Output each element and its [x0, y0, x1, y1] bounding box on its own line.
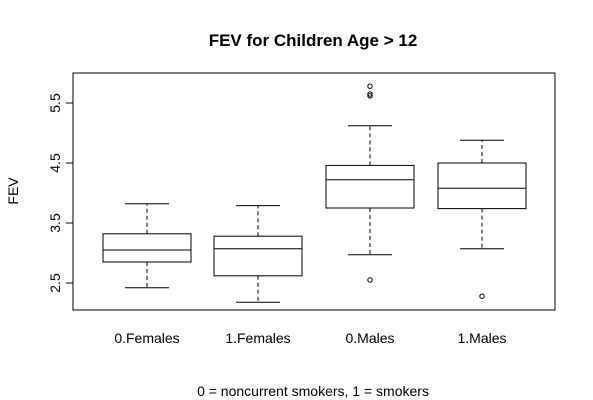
- box-group: [437, 139, 527, 299]
- x-tick-label: 0.Males: [345, 330, 394, 346]
- y-axis: 2.5 3.5 4.5 5.5: [47, 93, 74, 293]
- box-group: [102, 203, 192, 289]
- y-axis-label: FEV: [5, 177, 21, 205]
- y-tick-label: 2.5: [47, 273, 63, 293]
- y-tick-label: 5.5: [47, 93, 63, 113]
- outlier-point: [367, 277, 373, 283]
- x-tick-label: 1.Females: [225, 330, 290, 346]
- x-tick-label: 1.Males: [457, 330, 506, 346]
- x-axis-labels: 0.Females 1.Females 0.Males 1.Males: [114, 330, 506, 346]
- chart-title: FEV for Children Age > 12: [209, 31, 418, 50]
- outlier-point: [367, 83, 373, 89]
- box-group: [325, 83, 415, 283]
- y-tick-label: 3.5: [47, 213, 63, 233]
- x-tick-label: 0.Females: [114, 330, 179, 346]
- boxes: [102, 83, 527, 303]
- plot-frame: [72, 72, 556, 311]
- outlier-point: [367, 93, 373, 99]
- box: [325, 164, 415, 209]
- outlier-point: [479, 293, 485, 299]
- box: [102, 233, 192, 263]
- box: [437, 162, 527, 210]
- box-group: [213, 205, 303, 303]
- outlier-point: [367, 91, 373, 97]
- y-tick-label: 4.5: [47, 153, 63, 173]
- box: [213, 235, 303, 277]
- x-axis-label: 0 = noncurrent smokers, 1 = smokers: [197, 383, 429, 399]
